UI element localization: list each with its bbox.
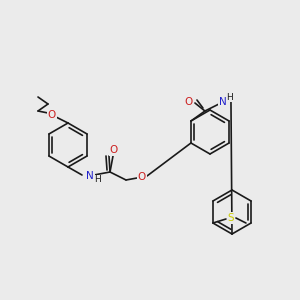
Text: O: O: [138, 172, 146, 182]
Text: N: N: [219, 97, 227, 107]
Text: O: O: [110, 145, 118, 155]
Text: H: H: [226, 92, 233, 101]
Text: N: N: [86, 171, 94, 181]
Text: O: O: [48, 110, 56, 120]
Text: O: O: [185, 97, 193, 107]
Text: H: H: [94, 176, 101, 184]
Text: S: S: [228, 213, 234, 223]
